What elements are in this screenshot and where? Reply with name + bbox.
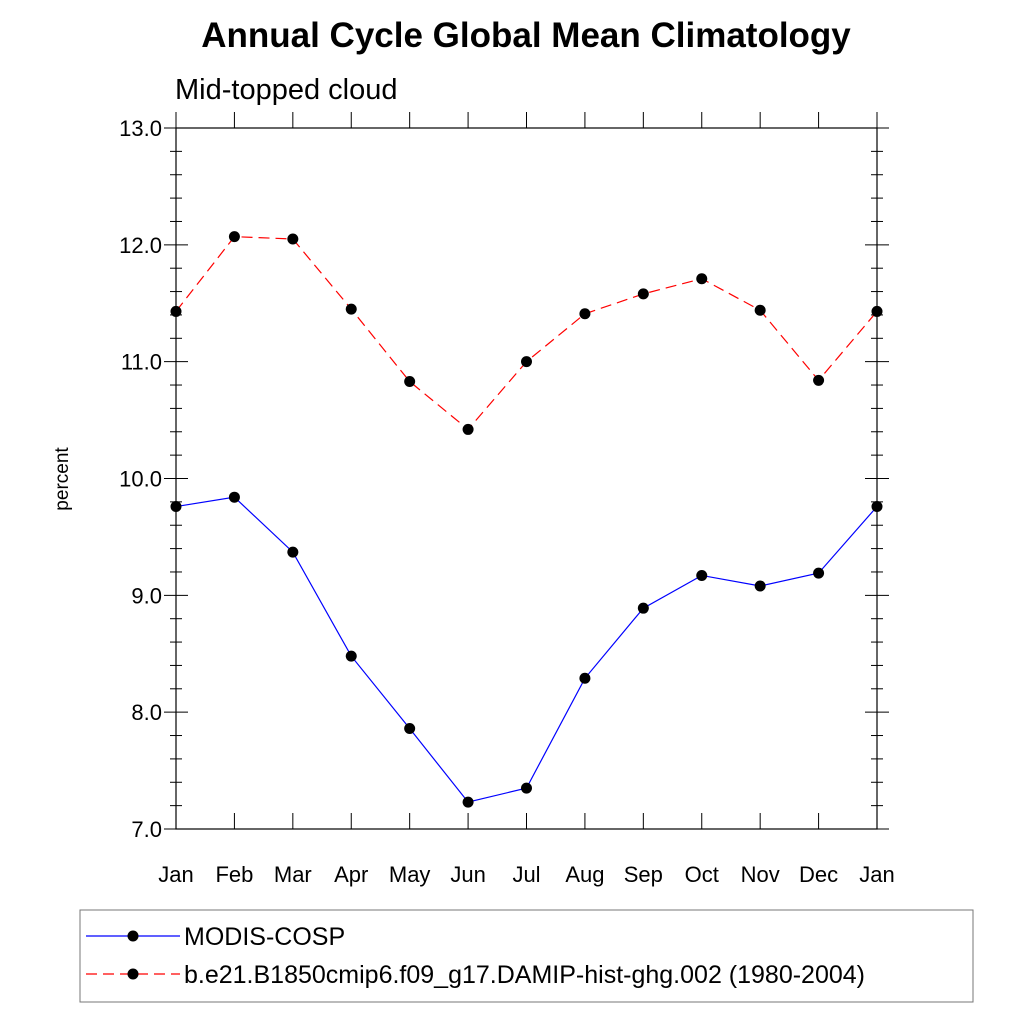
series-1-point	[170, 305, 182, 317]
series-1-point	[754, 304, 766, 316]
y-axis-label: percent	[52, 447, 73, 511]
x-tick-label: Dec	[799, 862, 838, 887]
series-1-point	[521, 356, 532, 368]
series-0-point	[871, 501, 883, 513]
series-1-point	[813, 374, 825, 386]
series-0-point	[521, 782, 532, 794]
series-1-point	[579, 308, 591, 320]
series-line-1	[175, 236, 878, 431]
y-tick-label: 7.0	[131, 817, 162, 842]
x-tick-label: Jun	[450, 862, 485, 887]
y-axis-ticks: 7.0 8.0 9.0 10.0 11.0 12.0 13.0	[119, 116, 889, 842]
x-tick-label: Jan	[158, 862, 193, 887]
chart-title: Annual Cycle Global Mean Climatology	[201, 16, 851, 55]
series-0-point	[696, 569, 708, 581]
series-line-0	[175, 496, 878, 803]
series-1-point	[462, 423, 474, 435]
x-tick-label: Jul	[512, 862, 540, 887]
series-0-point	[228, 491, 240, 503]
x-tick-label: Mar	[274, 862, 312, 887]
legend-label-0: MODIS-COSP	[184, 923, 345, 951]
series-0-point	[287, 546, 299, 558]
legend-marker-0	[127, 930, 139, 942]
y-tick-label: 11.0	[121, 350, 162, 375]
y-tick-label: 10.0	[119, 467, 162, 492]
series-1-point	[871, 305, 883, 317]
series-1-point	[404, 376, 416, 388]
legend-box	[79, 909, 974, 1003]
series-0-point	[345, 650, 357, 662]
series-1-point	[696, 273, 708, 285]
series-0-point	[813, 567, 825, 579]
series-0-point	[579, 672, 591, 684]
plot-area-frame	[175, 127, 878, 830]
series-0-point	[170, 501, 182, 513]
y-tick-label: 8.0	[131, 700, 162, 725]
series-0-point	[637, 602, 649, 614]
series-1-point	[228, 231, 240, 243]
legend: MODIS-COSP b.e21.B1850cmip6.f09_g17.DAMIP…	[79, 909, 974, 1003]
y-tick-label: 13.0	[119, 116, 162, 141]
series-0-point	[462, 796, 474, 808]
series-0-point	[404, 723, 416, 735]
x-tick-label: Jan	[859, 862, 894, 887]
x-tick-label: Nov	[741, 862, 780, 887]
x-tick-label: May	[389, 862, 431, 887]
series-1-point	[637, 288, 649, 300]
series-1-point	[345, 303, 357, 315]
x-tick-label: Feb	[215, 862, 253, 887]
x-tick-label: Aug	[565, 862, 604, 887]
y-tick-label: 12.0	[119, 233, 162, 258]
chart-subtitle: Mid-topped cloud	[175, 74, 397, 106]
x-axis-ticks: Jan Feb Mar Apr May Jun Jul Aug Sep Oct Nov Dec Jan	[158, 112, 895, 887]
x-tick-label: Oct	[685, 862, 719, 887]
x-tick-label: Sep	[624, 862, 663, 887]
series-1-point	[287, 233, 299, 245]
series-layer	[170, 231, 883, 808]
legend-label-1: b.e21.B1850cmip6.f09_g17.DAMIP-hist-ghg.…	[184, 961, 865, 989]
x-tick-label: Apr	[334, 862, 368, 887]
legend-marker-1	[127, 968, 139, 980]
series-0-point	[754, 580, 766, 592]
y-tick-label: 9.0	[131, 583, 162, 608]
